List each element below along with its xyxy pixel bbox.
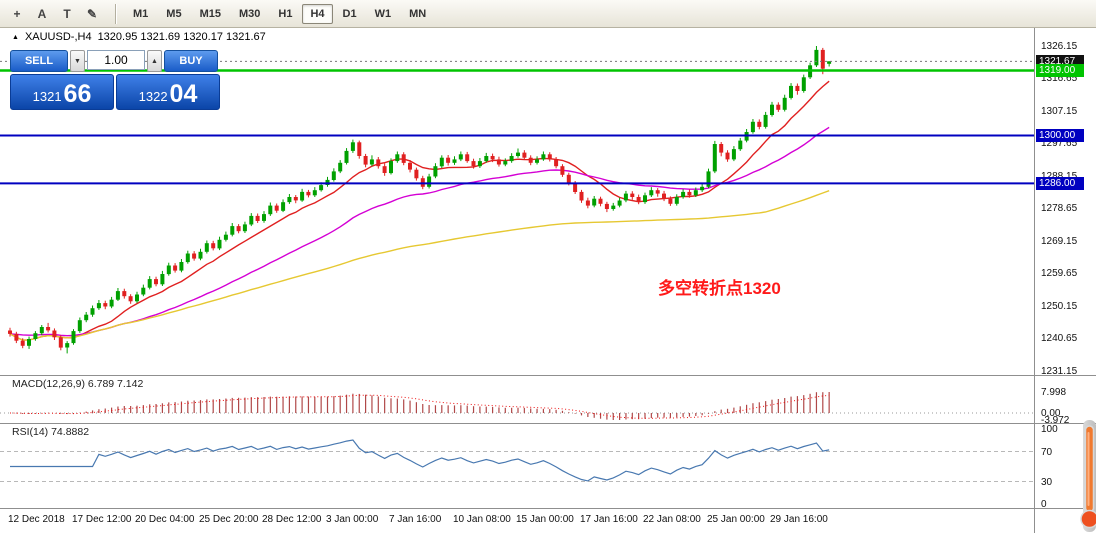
timeframe-button-w1[interactable]: W1 bbox=[374, 7, 392, 20]
text-tool-icon[interactable]: T bbox=[63, 6, 71, 21]
annotate-a-icon[interactable]: A bbox=[37, 6, 47, 21]
ma-mid bbox=[9, 126, 830, 337]
buy-price-main: 1322 bbox=[138, 89, 168, 104]
lot-up-button[interactable]: ▲ bbox=[147, 50, 162, 72]
rsi-axis-label: 70 bbox=[1041, 447, 1053, 458]
ma-fast bbox=[9, 80, 830, 341]
time-label: 28 Dec 12:00 bbox=[262, 514, 322, 525]
toolbar-icons: + A T ✎ bbox=[6, 3, 106, 25]
price-tick: 1316.65 bbox=[1041, 73, 1078, 84]
chart-area: ▲ XAUUSD-,H4 1320.95 1321.69 1320.17 132… bbox=[0, 28, 1096, 533]
pane-separator-macd[interactable] bbox=[0, 375, 1096, 376]
price-tick: 1231.15 bbox=[1041, 366, 1078, 377]
time-label: 15 Jan 00:00 bbox=[516, 514, 574, 525]
pane-separator-time bbox=[0, 508, 1096, 509]
chart-expand-icon[interactable]: ▲ bbox=[12, 33, 19, 41]
lot-down-button[interactable]: ▼ bbox=[70, 50, 85, 72]
time-label: 17 Jan 16:00 bbox=[580, 514, 638, 525]
rsi-axis-label: 100 bbox=[1041, 424, 1058, 435]
chart-annotation-text[interactable]: 多空转折点1320 bbox=[658, 279, 781, 298]
sell-button[interactable]: SELL bbox=[10, 50, 68, 72]
price-tick: 1240.65 bbox=[1041, 333, 1078, 344]
timeframe-button-h1[interactable]: H1 bbox=[278, 7, 293, 20]
time-label: 10 Jan 08:00 bbox=[453, 514, 511, 525]
sell-price-pips: 66 bbox=[63, 80, 92, 108]
time-axis[interactable]: 12 Dec 2018 17 Dec 12:00 20 Dec 04:00 25 De… bbox=[0, 509, 1096, 533]
time-label: 29 Jan 16:00 bbox=[770, 514, 828, 525]
buy-price-display[interactable]: 1322 04 bbox=[116, 74, 220, 110]
candles bbox=[8, 46, 832, 354]
time-label: 17 Dec 12:00 bbox=[72, 514, 132, 525]
time-label: 12 Dec 2018 bbox=[8, 514, 65, 525]
timeframe-button-m5[interactable]: M5 bbox=[166, 7, 182, 20]
timeframe-button-d1[interactable]: D1 bbox=[342, 7, 357, 20]
price-tag-1286.00: 1286.00 bbox=[1036, 177, 1084, 190]
trade-controls-row: SELL ▼ ▲ BUY bbox=[10, 50, 222, 72]
crosshair-icon[interactable]: + bbox=[13, 6, 21, 21]
time-label: 7 Jan 16:00 bbox=[389, 514, 442, 525]
price-tag-1319.00: 1319.00 bbox=[1036, 64, 1084, 77]
pane-separator-rsi[interactable] bbox=[0, 423, 1096, 424]
timeframe-button-h4[interactable]: H4 bbox=[302, 3, 333, 24]
macd-header: MACD(12,26,9) 6.789 7.142 bbox=[12, 378, 144, 390]
price-tick: 1288.15 bbox=[1041, 171, 1077, 182]
macd-axis-label: 0.00 bbox=[1041, 408, 1061, 419]
price-tick: 1269.15 bbox=[1041, 236, 1078, 247]
price-tick: 1278.65 bbox=[1041, 203, 1078, 214]
rsi-line bbox=[10, 439, 830, 482]
rsi-axis-label: 0 bbox=[1041, 499, 1047, 510]
sell-price-display[interactable]: 1321 66 bbox=[10, 74, 114, 110]
price-tick: 1307.15 bbox=[1041, 106, 1078, 117]
price-tick: 1250.15 bbox=[1041, 301, 1078, 312]
ma-lines bbox=[9, 80, 830, 341]
thermometer-widget[interactable] bbox=[1080, 424, 1096, 530]
price-tick: 1259.65 bbox=[1041, 268, 1078, 279]
price-tick: 1297.65 bbox=[1041, 138, 1078, 149]
trade-prices-row: 1321 66 1322 04 bbox=[10, 74, 222, 110]
timeframe-button-mn[interactable]: MN bbox=[409, 7, 427, 20]
one-click-trading-panel: SELL ▼ ▲ BUY 1321 66 1322 04 bbox=[10, 50, 222, 110]
time-label: 20 Dec 04:00 bbox=[135, 514, 195, 525]
draw-pencil-icon[interactable]: ✎ bbox=[86, 6, 98, 21]
buy-button[interactable]: BUY bbox=[164, 50, 218, 72]
time-label: 3 Jan 00:00 bbox=[326, 514, 379, 525]
time-label: 22 Jan 08:00 bbox=[643, 514, 701, 525]
sell-price-main: 1321 bbox=[32, 89, 62, 104]
macd-axis-label: 7.998 bbox=[1041, 387, 1067, 398]
macd-signal-line bbox=[9, 394, 830, 419]
main-chart-pane[interactable] bbox=[0, 28, 1034, 375]
macd-histogram bbox=[15, 392, 830, 420]
rsi-header: RSI(14) 74.8882 bbox=[12, 426, 90, 438]
rsi-pane[interactable] bbox=[0, 424, 1034, 508]
toolbar-separator bbox=[115, 3, 116, 24]
thermometer-bulb bbox=[1080, 509, 1096, 529]
timeframe-button-m30[interactable]: M30 bbox=[238, 7, 261, 20]
price-tag-1300.00: 1300.00 bbox=[1036, 129, 1084, 142]
lot-size-input[interactable] bbox=[87, 50, 145, 70]
macd-pane[interactable] bbox=[0, 376, 1034, 423]
chart-symbol-header: ▲ XAUUSD-,H4 1320.95 1321.69 1320.17 132… bbox=[12, 31, 266, 43]
timeframe-bar: M1 M5 M15 M30 H1 H4 D1 W1 MN bbox=[125, 3, 436, 24]
timeframe-button-m15[interactable]: M15 bbox=[199, 7, 221, 20]
time-label: 25 Dec 20:00 bbox=[199, 514, 259, 525]
chart-ohlc-values: 1320.95 1321.69 1320.17 1321.67 bbox=[97, 31, 266, 43]
ma-slow bbox=[9, 190, 830, 341]
timeframe-button-m1[interactable]: M1 bbox=[133, 7, 149, 20]
thermometer-shine bbox=[1087, 432, 1090, 506]
chart-symbol-label: XAUUSD-,H4 bbox=[24, 31, 92, 43]
time-label: 25 Jan 00:00 bbox=[707, 514, 765, 525]
macd-axis-label: -3.972 bbox=[1041, 415, 1070, 426]
buy-price-pips: 04 bbox=[169, 80, 198, 108]
rsi-axis-label: 30 bbox=[1041, 477, 1053, 488]
toolbar: + A T ✎ M1 M5 M15 M30 H1 H4 D1 W1 MN bbox=[0, 0, 1096, 28]
price-tick: 1326.15 bbox=[1041, 41, 1078, 52]
